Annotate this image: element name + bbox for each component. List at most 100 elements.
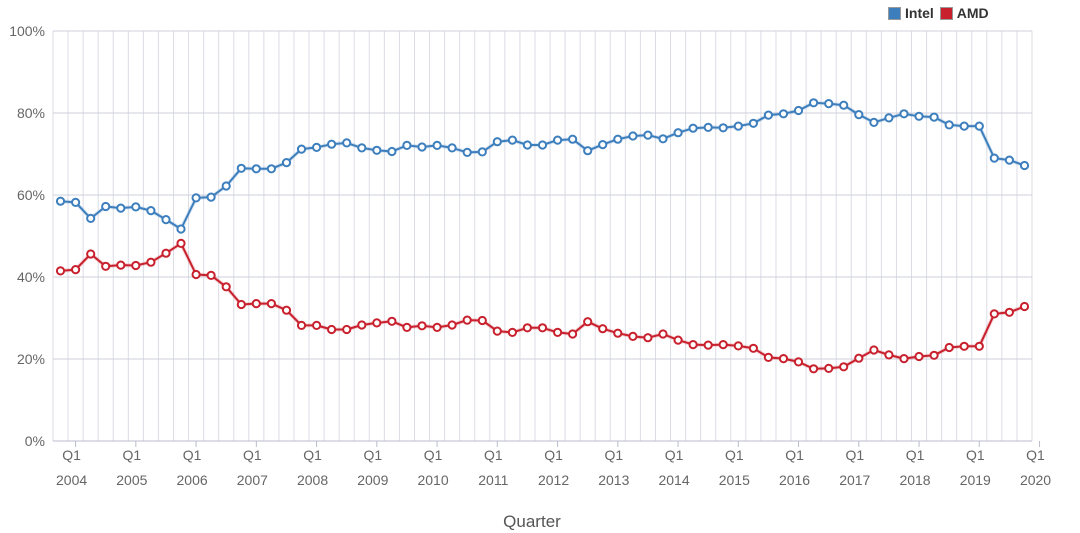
x-tick-quarter: Q1: [665, 447, 684, 463]
x-tick-year: 2004: [56, 472, 87, 488]
point-amd: [71, 265, 81, 275]
point-amd: [688, 340, 698, 350]
point-intel: [191, 193, 201, 203]
x-tick-quarter: Q1: [1026, 447, 1045, 463]
point-amd: [763, 352, 774, 362]
point-intel: [206, 192, 216, 202]
point-amd: [778, 354, 789, 364]
point-amd: [86, 249, 96, 259]
point-intel: [974, 121, 984, 131]
y-tick-label: 80%: [17, 105, 45, 121]
point-amd: [824, 363, 834, 373]
point-amd: [55, 266, 66, 276]
x-tick-year: 2009: [357, 472, 388, 488]
point-intel: [673, 128, 683, 138]
point-amd: [342, 324, 352, 335]
point-intel: [989, 153, 999, 163]
x-tick-quarter: Q1: [363, 447, 382, 463]
point-intel: [537, 140, 548, 150]
legend-item-amd[interactable]: AMD: [939, 5, 989, 21]
point-amd: [974, 341, 984, 351]
x-tick-quarter: Q1: [484, 447, 503, 463]
x-tick-year: 2008: [297, 472, 328, 488]
x-tick-year: 2016: [779, 472, 810, 488]
point-intel: [477, 147, 487, 157]
point-intel: [357, 143, 367, 153]
point-amd: [131, 260, 141, 271]
point-intel: [116, 203, 126, 213]
point-amd: [733, 341, 743, 351]
point-intel: [793, 105, 804, 116]
point-intel: [447, 143, 457, 153]
legend-swatch-amd: [939, 6, 953, 20]
y-tick-label: 60%: [17, 187, 45, 203]
y-axis: 0% 20% 40% 60% 80% 100%: [9, 23, 45, 449]
point-intel: [402, 140, 412, 150]
point-intel: [1019, 160, 1030, 171]
point-amd: [221, 282, 231, 292]
point-intel: [236, 163, 246, 173]
x-tick-year: 2011: [478, 472, 508, 488]
point-amd: [1019, 301, 1030, 312]
x-tick-quarter: Q1: [906, 447, 925, 463]
grid: [52, 30, 1033, 442]
point-intel: [522, 140, 533, 150]
x-tick-year: 2006: [177, 472, 208, 488]
point-intel: [884, 113, 894, 123]
point-amd: [206, 270, 216, 280]
point-intel: [296, 144, 307, 154]
point-amd: [944, 342, 954, 353]
point-amd: [161, 248, 171, 258]
x-tick-year: 2017: [839, 472, 870, 488]
point-amd: [914, 351, 924, 362]
point-amd: [312, 320, 322, 330]
point-intel: [221, 181, 231, 191]
x-tick-year: 2013: [598, 472, 629, 488]
point-intel: [281, 158, 292, 168]
point-amd: [477, 315, 487, 326]
point-intel: [417, 142, 427, 152]
x-tick-year: 2007: [237, 472, 268, 488]
point-amd: [447, 320, 457, 330]
x-tick-year: 2005: [116, 472, 147, 488]
point-amd: [357, 320, 367, 330]
legend: Intel AMD: [888, 5, 989, 21]
point-intel: [748, 118, 759, 128]
x-tick-year: 2014: [658, 472, 689, 488]
y-tick-label: 40%: [17, 269, 45, 285]
x-tick-year: 2010: [417, 472, 448, 488]
point-amd: [507, 327, 518, 337]
legend-item-intel[interactable]: Intel: [888, 5, 934, 21]
point-intel: [824, 99, 834, 109]
x-tick-quarter: Q1: [544, 447, 563, 463]
point-amd: [176, 238, 186, 248]
point-intel: [643, 130, 653, 140]
point-amd: [266, 299, 276, 309]
point-amd: [417, 321, 427, 331]
plot-area: [53, 31, 1032, 441]
point-intel: [492, 137, 502, 147]
point-intel: [809, 98, 819, 108]
x-tick-quarter: Q1: [122, 447, 141, 463]
point-intel: [312, 142, 322, 152]
point-intel: [929, 112, 939, 122]
point-intel: [432, 140, 442, 150]
point-intel: [507, 135, 518, 145]
x-axis-title: Quarter: [503, 512, 561, 531]
x-tick-quarter: Q1: [785, 447, 804, 463]
point-amd: [522, 323, 533, 333]
point-intel: [372, 145, 382, 155]
legend-label-amd: AMD: [956, 5, 989, 21]
point-amd: [553, 327, 563, 337]
point-amd: [372, 318, 382, 328]
point-intel: [598, 140, 608, 150]
point-amd: [296, 320, 307, 330]
point-intel: [854, 110, 864, 120]
point-intel: [688, 123, 698, 133]
point-amd: [748, 343, 759, 353]
point-amd: [583, 317, 593, 327]
point-amd: [643, 333, 653, 343]
point-amd: [598, 324, 608, 334]
point-intel: [959, 121, 969, 131]
